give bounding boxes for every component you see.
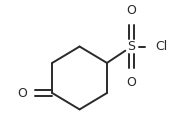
Text: O: O (17, 86, 27, 100)
Text: O: O (127, 76, 137, 89)
Text: O: O (127, 4, 137, 17)
Text: Cl: Cl (156, 40, 168, 53)
Text: S: S (127, 40, 136, 53)
